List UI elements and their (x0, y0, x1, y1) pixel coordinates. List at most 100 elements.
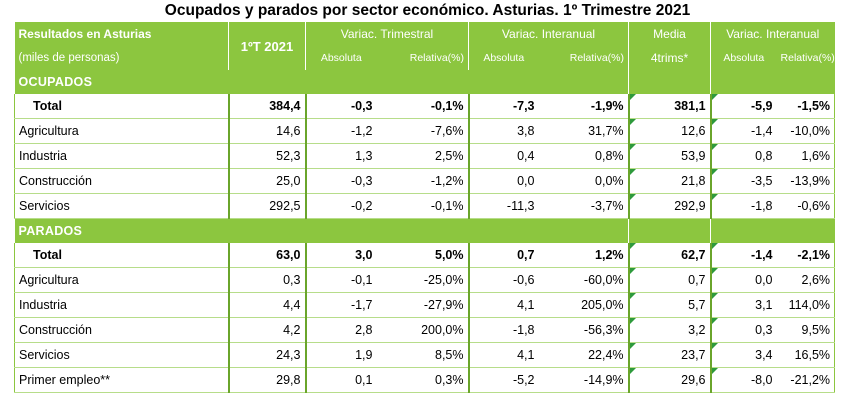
header-interanual: Variac. Interanual (468, 21, 630, 46)
row-label: Construcción (14, 168, 230, 194)
row-label: Primer empleo** (14, 367, 230, 393)
cell-ta: 1,3 (305, 143, 377, 169)
cell-v: 4,2 (228, 317, 307, 343)
section-cell (710, 218, 777, 243)
cell-v: 4,4 (228, 292, 307, 318)
cell-ta: 0,1 (305, 367, 377, 393)
cell-i2r: 2,6% (776, 267, 836, 293)
section-row: PARADOS (14, 218, 835, 243)
cell-i2r: -2,1% (776, 243, 836, 268)
table-row: Industria 52,3 1,3 2,5% 0,4 0,8% 53,9 0,8 1,6% (14, 143, 836, 169)
cell-i2r: -10,0% (776, 118, 836, 144)
cell-ir: 205,0% (538, 292, 630, 318)
cell-tr: -7,6% (376, 118, 470, 144)
cell-ir: 31,7% (538, 118, 630, 144)
table-row: Construcción 4,2 2,8 200,0% -1,8 -56,3% 3,2 0,3… (14, 317, 836, 343)
cell-ia: 4,1 (468, 342, 539, 368)
cell-m: 62,7 (628, 243, 712, 268)
cell-m: 53,9 (628, 143, 712, 169)
section-cell (376, 218, 469, 243)
cell-ir: 0,8% (538, 143, 630, 169)
header-period: 1ºT 2021 (228, 21, 306, 70)
row-label: Industria (14, 143, 230, 169)
cell-tr: 2,5% (376, 143, 470, 169)
row-label: Agricultura (14, 267, 230, 293)
cell-ta: -0,3 (305, 168, 377, 194)
section-label: OCUPADOS (14, 70, 229, 94)
section-cell (228, 218, 306, 243)
cell-ia: 0,4 (468, 143, 539, 169)
cell-i2a: 0,3 (710, 317, 777, 343)
header-relativa: Relativa(%) (376, 46, 469, 70)
cell-i2r: -21,2% (776, 367, 836, 393)
header-label: Resultados en Asturias (14, 21, 229, 46)
cell-v: 384,4 (228, 94, 307, 119)
table-row: Servicios 24,3 1,9 8,5% 4,1 22,4% 23,7 3,4 16,5% (14, 342, 836, 368)
table-row: Agricultura 14,6 -1,2 -7,6% 3,8 31,7% 12,6 -1,4… (14, 118, 836, 144)
header-trimestral: Variac. Trimestral (305, 21, 469, 46)
cell-i2r: 9,5% (776, 317, 836, 343)
cell-i2a: 0,8 (710, 143, 777, 169)
cell-ia: 0,7 (468, 243, 539, 268)
cell-ia: -5,2 (468, 367, 539, 393)
cell-ir: -56,3% (538, 317, 630, 343)
cell-ir: -1,9% (538, 94, 630, 119)
cell-i2r: 114,0% (776, 292, 836, 318)
cell-ia: 3,8 (468, 118, 539, 144)
header-units: (miles de personas) (14, 46, 229, 70)
row-label: Servicios (14, 342, 230, 368)
cell-ia: 0,0 (468, 168, 539, 194)
cell-ia: -11,3 (468, 193, 539, 219)
cell-ia: 4,1 (468, 292, 539, 318)
cell-v: 14,6 (228, 118, 307, 144)
cell-v: 52,3 (228, 143, 307, 169)
cell-v: 63,0 (228, 243, 307, 268)
cell-ta: 1,9 (305, 342, 377, 368)
cell-tr: 5,0% (376, 243, 470, 268)
cell-i2r: 1,6% (776, 143, 836, 169)
cell-m: 12,6 (628, 118, 712, 144)
cell-i2r: -1,5% (776, 94, 836, 119)
cell-i2a: -3,5 (710, 168, 777, 194)
cell-i2a: -8,0 (710, 367, 777, 393)
row-label: Agricultura (14, 118, 230, 144)
header-row-2: (miles de personas) Absoluta Relativa(%)… (14, 46, 835, 70)
header-media-sub: 4trims* (628, 46, 712, 70)
cell-m: 292,9 (628, 193, 712, 219)
row-label: Industria (14, 292, 230, 318)
page-title: Ocupados y parados por sector económico.… (164, 2, 691, 19)
cell-i2a: -1,8 (710, 193, 777, 219)
cell-v: 0,3 (228, 267, 307, 293)
table-row: Primer empleo** 29,8 0,1 0,3% -5,2 -14,9% 29,6… (14, 367, 836, 393)
cell-m: 3,2 (628, 317, 712, 343)
section-cell (468, 70, 539, 94)
section-cell (628, 70, 712, 94)
cell-i2a: 3,1 (710, 292, 777, 318)
cell-tr: -0,1% (376, 94, 470, 119)
header-relativa: Relativa(%) (538, 46, 630, 70)
section-cell (305, 70, 377, 94)
cell-i2a: 3,4 (710, 342, 777, 368)
cell-i2a: -1,4 (710, 118, 777, 144)
cell-m: 23,7 (628, 342, 712, 368)
table-row: Agricultura 0,3 -0,1 -25,0% -0,6 -60,0% 0,7 0,0… (14, 267, 836, 293)
cell-i2r: -13,9% (776, 168, 836, 194)
cell-m: 5,7 (628, 292, 712, 318)
section-cell (228, 70, 306, 94)
cell-ir: 1,2% (538, 243, 630, 268)
cell-v: 292,5 (228, 193, 307, 219)
header-relativa: Relativa(%) (776, 46, 835, 70)
header-absoluta: Absoluta (468, 46, 539, 70)
section-cell (710, 70, 777, 94)
section-cell (468, 218, 539, 243)
section-label: PARADOS (14, 218, 229, 243)
header-media: Media (628, 21, 712, 46)
cell-ir: 22,4% (538, 342, 630, 368)
row-label: Servicios (14, 193, 230, 219)
cell-v: 24,3 (228, 342, 307, 368)
cell-tr: -0,1% (376, 193, 470, 219)
cell-tr: -1,2% (376, 168, 470, 194)
cell-i2a: -5,9 (710, 94, 777, 119)
section-cell (776, 70, 835, 94)
header-interanual-2: Variac. Interanual (710, 21, 835, 46)
